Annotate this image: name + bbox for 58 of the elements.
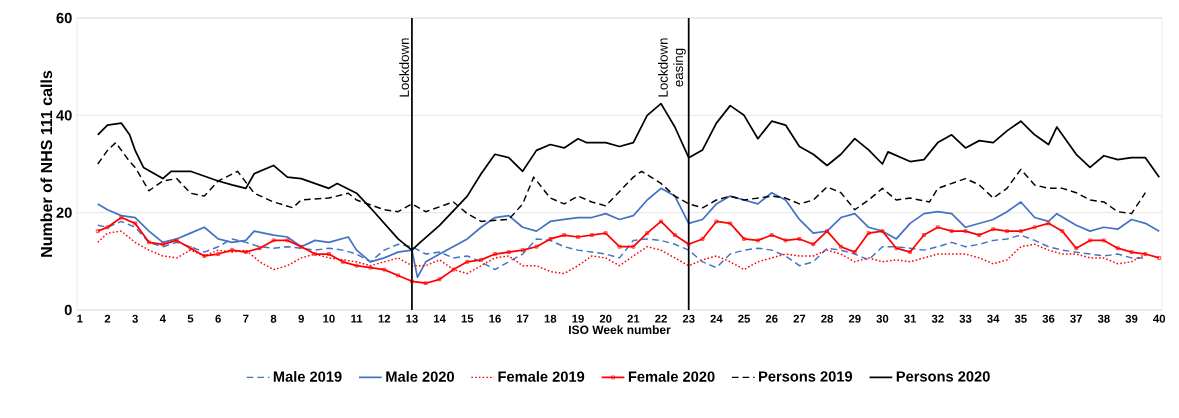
x-tick-label: 38: [1097, 314, 1110, 323]
y-tick-label: 40: [56, 110, 72, 121]
x-tick-label: 26: [765, 314, 778, 323]
x-tick-label: 30: [876, 314, 889, 323]
x-tick-label: 29: [848, 314, 861, 323]
x-tick-label: 21: [627, 314, 640, 323]
y-tick-label: 20: [56, 207, 72, 218]
x-axis-title: ISO Week number: [569, 325, 671, 335]
point: [1143, 252, 1148, 256]
point: [451, 267, 456, 272]
ref-line-label: Lockdown: [399, 38, 409, 97]
x-tick-label: 4: [159, 314, 166, 323]
x-tick-label: 12: [378, 314, 391, 323]
x-tick-label: 24: [710, 314, 723, 323]
x-tick-label: 17: [517, 314, 529, 323]
x-tick-label: 22: [655, 314, 667, 323]
x-tick-label: 32: [931, 314, 944, 323]
x-tick-label: 39: [1125, 314, 1138, 323]
legend-label: Female 2019: [498, 371, 585, 382]
x-tick-label: 19: [572, 314, 584, 323]
legend-label: Male 2019: [273, 371, 342, 382]
x-tick-label: 5: [187, 314, 194, 323]
x-tick-label: 36: [1042, 314, 1055, 323]
x-tick-label: 37: [1070, 314, 1082, 323]
y-axis-title: Number of NHS 111 calls: [40, 70, 53, 257]
y-tick-label: 0: [64, 304, 72, 316]
ref-line-label: Lockdown easing: [658, 38, 686, 97]
x-tick-label: 40: [1153, 314, 1166, 323]
legend-label: Persons 2019: [759, 371, 853, 382]
point: [313, 252, 317, 256]
x-tick-label: 33: [959, 314, 972, 323]
point: [202, 254, 207, 258]
x-tick-label: 3: [132, 314, 138, 323]
x-tick-label: 25: [738, 314, 751, 323]
x-tick-label: 20: [599, 314, 612, 323]
y-tick-label: 60: [56, 12, 72, 24]
x-tick-label: 7: [243, 314, 249, 323]
x-tick-label: 9: [298, 314, 304, 323]
x-tick-label: 23: [682, 314, 695, 323]
x-tick-label: 34: [987, 314, 1000, 323]
x-tick-label: 6: [215, 314, 221, 323]
legend-label: Female 2020: [628, 371, 715, 382]
x-tick-label: 16: [489, 314, 501, 323]
x-tick-label: 2: [104, 314, 111, 323]
x-tick-label: 31: [904, 314, 917, 323]
x-tick-label: 14: [434, 314, 446, 323]
x-tick-label: 18: [544, 314, 557, 323]
x-tick-label: 13: [406, 314, 418, 323]
x-tick-label: 1: [77, 314, 83, 323]
x-tick-label: 15: [461, 314, 474, 323]
x-tick-label: 27: [793, 314, 806, 323]
x-tick-label: 8: [270, 314, 277, 323]
x-tick-label: 11: [351, 314, 363, 323]
x-tick-label: 28: [821, 314, 834, 323]
legend-label: Persons 2020: [896, 371, 990, 382]
x-tick-label: 10: [323, 314, 335, 323]
x-tick-label: 35: [1014, 314, 1027, 323]
legend-label: Male 2020: [386, 371, 454, 382]
